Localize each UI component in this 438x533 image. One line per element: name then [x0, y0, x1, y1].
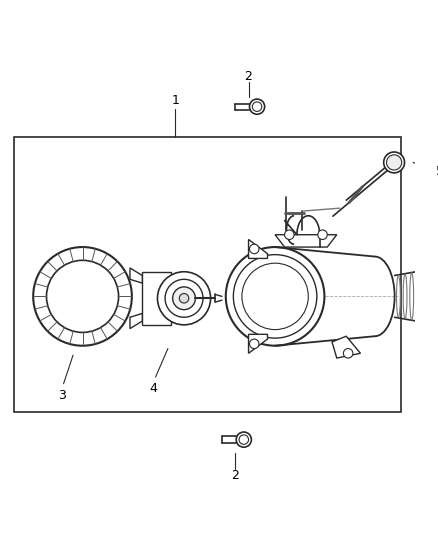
Bar [14, 137, 401, 412]
Polygon shape [142, 272, 171, 325]
Circle shape [46, 260, 119, 333]
Text: 3: 3 [58, 389, 66, 401]
Text: 5: 5 [436, 165, 438, 179]
Polygon shape [332, 336, 360, 358]
Circle shape [384, 152, 405, 173]
Circle shape [158, 272, 211, 325]
Circle shape [233, 255, 317, 338]
Circle shape [250, 99, 265, 114]
Circle shape [252, 102, 262, 111]
Polygon shape [130, 313, 142, 329]
Polygon shape [248, 239, 268, 259]
Circle shape [318, 230, 327, 239]
Circle shape [343, 349, 353, 358]
Polygon shape [130, 268, 142, 283]
Circle shape [386, 155, 402, 170]
Circle shape [179, 294, 189, 303]
Circle shape [236, 432, 251, 447]
Polygon shape [248, 334, 268, 353]
Circle shape [239, 435, 248, 445]
Circle shape [242, 263, 308, 329]
Circle shape [33, 247, 132, 346]
Circle shape [250, 244, 259, 254]
Circle shape [250, 339, 259, 349]
Text: 2: 2 [244, 70, 252, 83]
Polygon shape [275, 235, 337, 247]
Text: 2: 2 [231, 469, 239, 482]
Circle shape [285, 230, 294, 239]
Circle shape [165, 279, 203, 317]
Circle shape [173, 287, 195, 310]
Text: 4: 4 [150, 382, 158, 395]
Text: 1: 1 [172, 94, 180, 108]
Circle shape [226, 247, 325, 346]
